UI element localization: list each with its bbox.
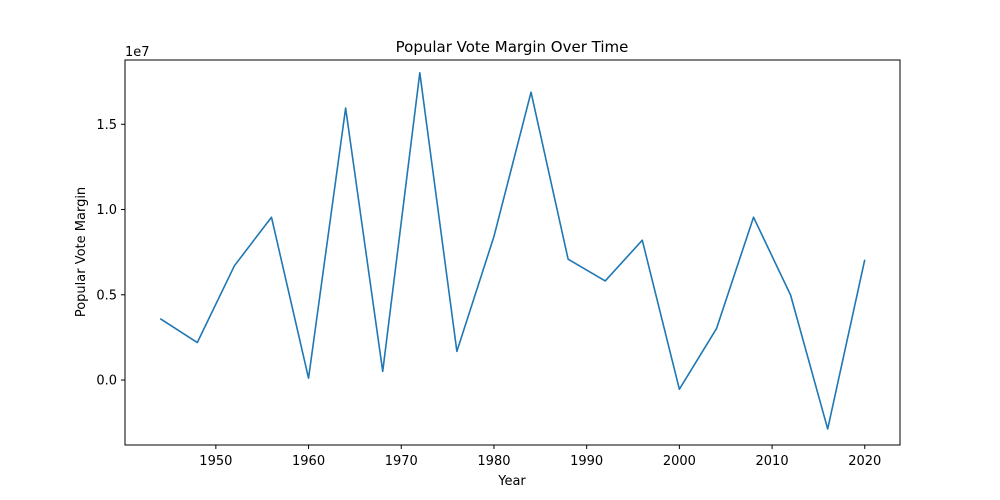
x-tick-label: 2020 [848, 454, 881, 469]
x-tick-label: 2000 [663, 454, 696, 469]
y-tick-label: 0.5 [96, 288, 117, 303]
y-axis-offset-label: 1e7 [125, 45, 150, 60]
y-tick-label: 1.5 [96, 118, 117, 133]
y-tick-label: 1.0 [96, 203, 117, 218]
series-group [159, 71, 866, 430]
series-line [159, 71, 866, 430]
x-tick-label: 1980 [477, 454, 510, 469]
x-tick-label: 1950 [199, 454, 232, 469]
x-axis-label: Year [497, 474, 526, 489]
x-axis: 1950 1960 1970 1980 1990 2000 2010 2020 [199, 445, 881, 469]
y-tick-label: 0.0 [96, 374, 117, 389]
y-axis: 0.0 0.5 1.0 1.5 [96, 118, 125, 389]
plot-area [124, 59, 901, 446]
x-tick-label: 1990 [570, 454, 603, 469]
y-axis-label: Popular Vote Margin [74, 187, 89, 317]
chart-title: Popular Vote Margin Over Time [396, 38, 629, 56]
x-tick-label: 1970 [385, 454, 418, 469]
x-tick-label: 1960 [292, 454, 325, 469]
x-tick-label: 2010 [756, 454, 789, 469]
